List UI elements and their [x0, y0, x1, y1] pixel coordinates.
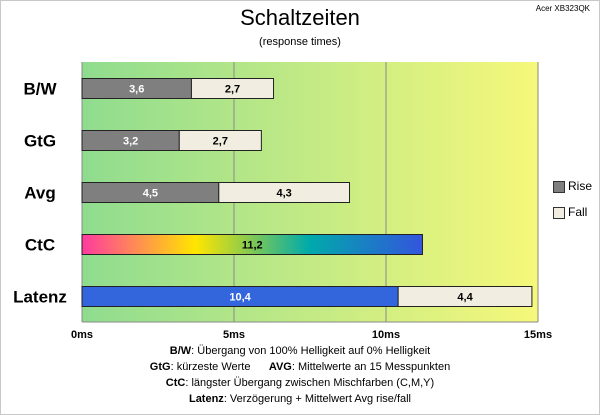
x-tick-label: 10ms — [372, 329, 400, 340]
bar-fall-label: 4,3 — [277, 188, 292, 200]
bar-rise-label: 3,2 — [123, 136, 138, 148]
legend-fall-label: Fall — [568, 205, 588, 219]
bar-rise-label: 11,2 — [242, 240, 263, 252]
note-ctc: CtC: längster Übergang zwischen Mischfar… — [165, 377, 435, 389]
bar-fall — [218, 182, 351, 203]
bar-rise-label: 4,5 — [143, 188, 158, 200]
x-tick-label: 5ms — [223, 329, 245, 340]
bar-fall — [178, 130, 262, 151]
model-label: Acer XB323QK — [535, 4, 590, 13]
bar-rise — [81, 234, 423, 255]
chart-title: Schaltzeiten — [240, 5, 360, 30]
note-bw: B/W: Übergang von 100% Helligkeit auf 0%… — [169, 345, 431, 357]
bar-fall — [397, 286, 533, 307]
bar-rise-label: 3,6 — [129, 84, 144, 96]
note-gtg-avg: GtG: kürzeste Werte AVG: Mittelwerte an … — [149, 361, 451, 373]
bar-fall-label: 2,7 — [225, 84, 240, 96]
x-tick-label: 0ms — [71, 329, 93, 340]
note-latenz: Latenz: Verzögerung + Mittelwert Avg ris… — [188, 393, 412, 405]
category-label: GtG — [24, 132, 56, 151]
bar-rise-label: 10,4 — [229, 292, 251, 304]
chart-subtitle: (response times) — [259, 36, 341, 48]
legend-fall-swatch — [553, 207, 565, 219]
legend-rise-label: Rise — [568, 179, 593, 193]
category-label: Latenz — [13, 288, 67, 307]
category-label: CtC — [25, 236, 55, 255]
category-label: Avg — [24, 184, 56, 203]
bar-fall — [190, 78, 275, 99]
category-label: B/W — [23, 80, 57, 99]
x-tick-label: 15ms — [524, 329, 552, 340]
bar-fall-label: 4,4 — [457, 292, 473, 304]
bar-chart: 3,6 2,7 3,2 2,7 4,5 4,3 11,2 10,4 4,4 B/W GtG Avg C… — [13, 62, 552, 340]
bar-fall-label: 2,7 — [213, 136, 228, 148]
legend-rise-swatch — [553, 181, 565, 193]
